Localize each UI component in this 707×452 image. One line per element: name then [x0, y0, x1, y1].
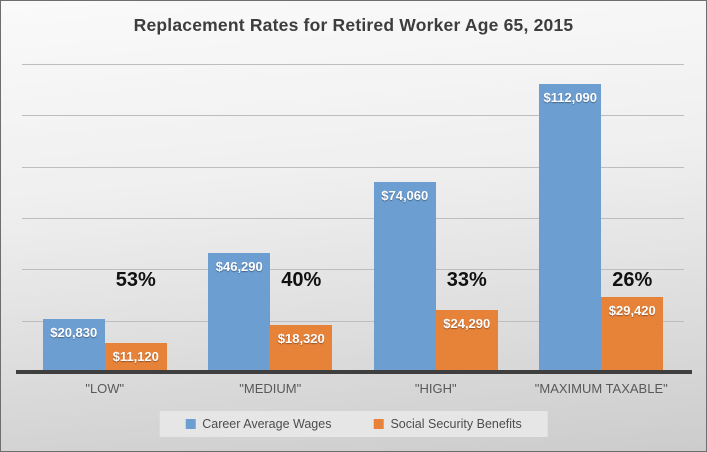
bar-career-average-wages: $74,060 [373, 181, 436, 372]
bar-social-security-benefits: $11,120 [104, 343, 167, 372]
category-label: "MEDIUM" [239, 381, 302, 396]
gridline [22, 64, 684, 65]
bar-value-label: $74,060 [381, 187, 429, 203]
bar-value-label: $29,420 [608, 302, 656, 318]
bar-value-label: $18,320 [277, 330, 325, 346]
legend-label: Career Average Wages [202, 417, 332, 431]
bar-value-label: $11,120 [112, 349, 159, 365]
legend-swatch-orange-icon [373, 419, 384, 429]
replacement-rate-label: 33% [446, 269, 487, 291]
replacement-rate-label: 26% [612, 269, 653, 291]
bar-social-security-benefits: $18,320 [270, 324, 333, 372]
gridline [22, 320, 684, 322]
gridline [22, 166, 684, 168]
x-axis-line [16, 370, 692, 374]
category-label: "LOW" [85, 381, 125, 396]
legend-item-career-average-wages: Career Average Wages [185, 417, 331, 431]
bar-career-average-wages: $20,830 [42, 318, 105, 372]
legend-label: Social Security Benefits [390, 417, 522, 431]
legend-item-social-security-benefits: Social Security Benefits [373, 417, 522, 431]
bar-value-label: $20,830 [50, 324, 98, 340]
replacement-rate-label: 53% [115, 269, 156, 291]
replacement-rate-label: 40% [281, 269, 322, 291]
bar-career-average-wages: $112,090 [539, 84, 602, 372]
gridline [22, 218, 684, 219]
legend-swatch-blue-icon [185, 419, 196, 429]
bar-value-label: $46,290 [215, 259, 263, 275]
category-label: "MAXIMUM TAXABLE" [534, 381, 668, 396]
bar-value-label: $24,290 [443, 315, 491, 331]
bar-social-security-benefits: $29,420 [601, 296, 664, 372]
bar-value-label: $112,090 [543, 90, 597, 106]
plot-area: $20,830 $11,120 53% $46,290 $18,320 40% $74,06… [22, 64, 684, 372]
gridline [22, 269, 684, 271]
gridline [22, 115, 684, 117]
bar-career-average-wages: $46,290 [208, 253, 271, 372]
legend: Career Average Wages Social Security Ben… [159, 411, 548, 437]
category-label: "HIGH" [414, 381, 457, 396]
bar-social-security-benefits: $24,290 [435, 309, 498, 372]
chart-title: Replacement Rates for Retired Worker Age… [133, 15, 574, 35]
